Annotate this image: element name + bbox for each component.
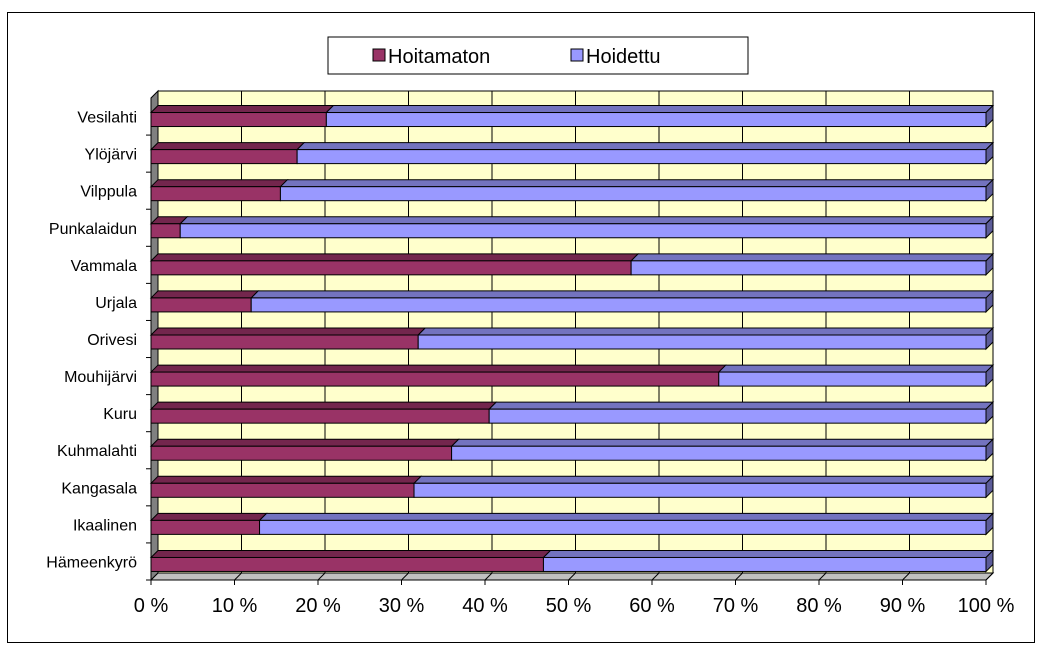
bar-hoidettu	[450, 438, 995, 462]
bar-hoidettu	[717, 363, 995, 388]
bar-hoitamaton	[149, 327, 427, 350]
gridline-floor	[902, 572, 910, 581]
bar-hoidettu	[416, 326, 995, 351]
bar-hoitamaton	[149, 401, 498, 424]
x-tick-label: 30 %	[379, 595, 425, 617]
gridline-floor	[317, 572, 326, 581]
bar-hoitamaton	[149, 253, 640, 276]
category-label: Kuru	[103, 406, 137, 423]
bars	[149, 104, 995, 573]
bar-hoidettu	[487, 400, 995, 425]
category-label: Punkalaidun	[49, 221, 137, 238]
x-tick-label: 10 %	[212, 595, 258, 617]
chart-frame: Hoitamaton Hoidettu 0 % 10 % 20 % 30 % 40 % 50…	[7, 12, 1035, 643]
bar-hoidettu	[542, 549, 995, 573]
category-label: Urjala	[95, 295, 137, 312]
category-label: Vesilahti	[77, 110, 137, 127]
category-label: Kangasala	[61, 480, 137, 497]
x-tick-label: 70 %	[713, 595, 759, 617]
category-label: Vilppula	[80, 184, 137, 201]
gridline-floor	[985, 572, 994, 581]
gridline-floor	[735, 572, 743, 581]
bar-hoitamaton	[149, 475, 423, 498]
bar-hoidettu	[179, 215, 995, 239]
gridline-floor	[484, 572, 493, 581]
category-label: Kuhmalahti	[57, 443, 137, 460]
gridline-floor	[568, 572, 576, 581]
bar-hoidettu	[279, 178, 995, 202]
category-label: Orivesi	[87, 332, 137, 349]
gridline-floor	[234, 572, 242, 581]
bar-hoitamaton	[149, 105, 335, 128]
x-tick-label: 50 %	[546, 595, 592, 617]
x-tick-label: 60 %	[629, 595, 675, 617]
bar-hoidettu	[412, 475, 995, 499]
bar-hoitamaton	[149, 512, 268, 535]
category-label: Hämeenkyrö	[46, 554, 137, 571]
bar-hoidettu	[325, 104, 995, 128]
category-label: Mouhijärvi	[64, 369, 137, 386]
x-tick-label: 40 %	[462, 595, 508, 617]
x-tick-label: 80 %	[796, 595, 842, 617]
bar-hoitamaton	[149, 438, 460, 461]
bar-hoitamaton	[149, 179, 289, 202]
gridline-floor	[401, 572, 409, 581]
category-label: Ikaalinen	[73, 517, 137, 534]
bar-hoidettu	[629, 252, 995, 277]
bar-hoitamaton	[149, 142, 306, 165]
legend-label: Hoitamaton	[388, 46, 490, 68]
bar-hoitamaton	[149, 290, 260, 313]
x-tick-label: 20 %	[295, 595, 341, 617]
x-tick-label: 90 %	[880, 595, 926, 617]
legend-swatch	[570, 48, 584, 62]
x-tick-label: 100 %	[958, 595, 1015, 617]
legend-swatch	[372, 48, 386, 62]
bar-hoidettu	[295, 141, 995, 165]
category-label: Ylöjärvi	[85, 147, 137, 164]
bar-hoitamaton	[149, 364, 728, 387]
gridline-floor	[651, 572, 660, 581]
legend: Hoitamaton Hoidettu	[327, 36, 749, 75]
bar-hoitamaton	[149, 549, 552, 572]
bar-hoidettu	[249, 289, 995, 314]
x-tick-label: 0 %	[134, 595, 169, 617]
legend-label: Hoidettu	[586, 46, 661, 68]
category-label: Vammala	[71, 258, 137, 275]
legend-box	[327, 36, 749, 75]
axes: 0 % 10 % 20 % 30 % 40 % 50 % 60 % 70 % 80 % 90 % 1…	[46, 98, 1015, 617]
bar-chart: Hoitamaton Hoidettu 0 % 10 % 20 % 30 % 40 % 50…	[46, 36, 1015, 617]
bar-hoidettu	[258, 512, 995, 536]
gridline-floor	[818, 572, 827, 581]
